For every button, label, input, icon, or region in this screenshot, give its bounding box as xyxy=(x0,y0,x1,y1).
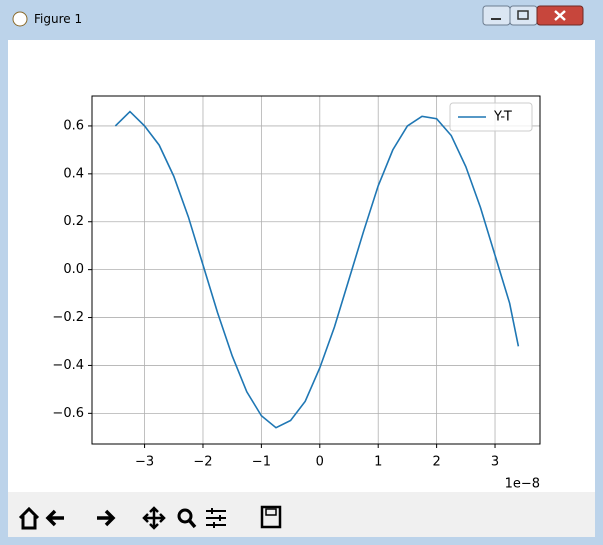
save-button[interactable] xyxy=(260,505,282,529)
x-offset-label: 1e−8 xyxy=(505,477,540,492)
axes-frame xyxy=(91,95,541,445)
y-tick-label: −0.6 xyxy=(52,406,84,421)
app-icon xyxy=(12,11,28,27)
pan-button[interactable] xyxy=(142,506,166,530)
subplots-button[interactable] xyxy=(206,508,226,528)
y-tick-label: 0.4 xyxy=(63,166,84,181)
x-tick-label: 0 xyxy=(316,455,324,470)
data-line xyxy=(114,110,520,429)
home-button[interactable] xyxy=(18,506,40,530)
x-tick-label: 3 xyxy=(491,455,499,470)
y-tick-label: 0.0 xyxy=(63,262,84,277)
back-button[interactable] xyxy=(45,509,64,527)
zoom-handle xyxy=(187,518,197,529)
forward-button[interactable] xyxy=(97,509,116,527)
y-tick-label: 0.2 xyxy=(63,214,84,229)
y-tick-label: −0.2 xyxy=(52,310,84,325)
x-tick-label: 2 xyxy=(432,455,440,470)
zoom-button[interactable] xyxy=(177,508,193,524)
y-tick-label: 0.6 xyxy=(63,118,84,133)
title-bar-graphics xyxy=(12,5,584,27)
x-tick-label: −2 xyxy=(193,455,212,470)
x-tick-label: 1 xyxy=(374,455,382,470)
title-bar: Figure 1 xyxy=(0,0,603,40)
close-glyph xyxy=(554,10,566,21)
x-tick-label: −3 xyxy=(135,455,154,470)
toolbar-icons xyxy=(18,505,282,530)
maximize-glyph xyxy=(517,10,529,20)
legend-label: Y-T xyxy=(493,110,512,125)
x-tick-label: −1 xyxy=(252,455,271,470)
window-title: Figure 1 xyxy=(34,12,83,26)
save-glyph xyxy=(265,508,277,516)
y-tick-label: −0.4 xyxy=(52,358,84,373)
toolbar xyxy=(8,492,595,537)
legend-box xyxy=(449,102,533,132)
